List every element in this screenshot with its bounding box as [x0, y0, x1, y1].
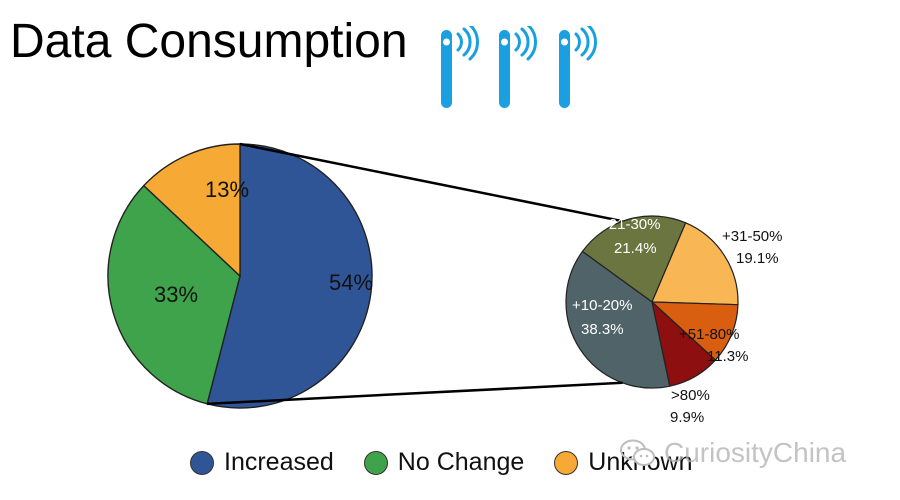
legend-swatch: [554, 450, 579, 475]
detail-value-label: 11.3%: [707, 348, 748, 365]
pie-label-increased: 54%: [329, 270, 373, 295]
detail-category-label: +51-80%: [679, 326, 739, 343]
detail-category-label: +31-50%: [722, 228, 782, 245]
page-title: Data Consumption: [10, 15, 408, 68]
wechat-logo-icon: [620, 439, 655, 466]
pie-label-unknown: 13%: [205, 177, 249, 202]
detail-value-label: 19.1%: [736, 250, 779, 267]
detail-slice-5: [565, 250, 671, 389]
legend-swatch: [363, 450, 388, 475]
connector-line-bottom: [207, 381, 623, 406]
detail-value-label: 38.3%: [581, 321, 624, 338]
legend: Increased No Change Unknown: [190, 448, 693, 477]
detail-value-label: 9.9%: [670, 409, 704, 426]
legend-item-increased: Increased: [190, 448, 334, 477]
legend-swatch: [190, 450, 214, 475]
pie-slice-increased: [206, 143, 373, 409]
pie-slice-unknown: [142, 143, 241, 278]
detail-slice-2: [651, 222, 739, 306]
pie-label-no-change: 33%: [154, 282, 198, 307]
legend-item-unknown: Unknown: [554, 448, 693, 477]
watermark: CuriosityChina: [618, 437, 846, 469]
connector-line-top: [239, 142, 623, 223]
legend-item-no-change: No Change: [363, 448, 525, 477]
detail-category-label: +21-30%: [600, 216, 660, 233]
legend-label: No Change: [397, 448, 525, 476]
detail-category-label: >80%: [671, 387, 710, 404]
detail-category-label: +10-20%: [572, 297, 632, 314]
detail-slice-1: [581, 215, 687, 303]
watermark-text: CuriosityChina: [664, 437, 847, 468]
pie-slice-no-change: [107, 184, 241, 405]
detail-value-label: 21.4%: [614, 240, 657, 257]
legend-label: Increased: [224, 448, 334, 476]
